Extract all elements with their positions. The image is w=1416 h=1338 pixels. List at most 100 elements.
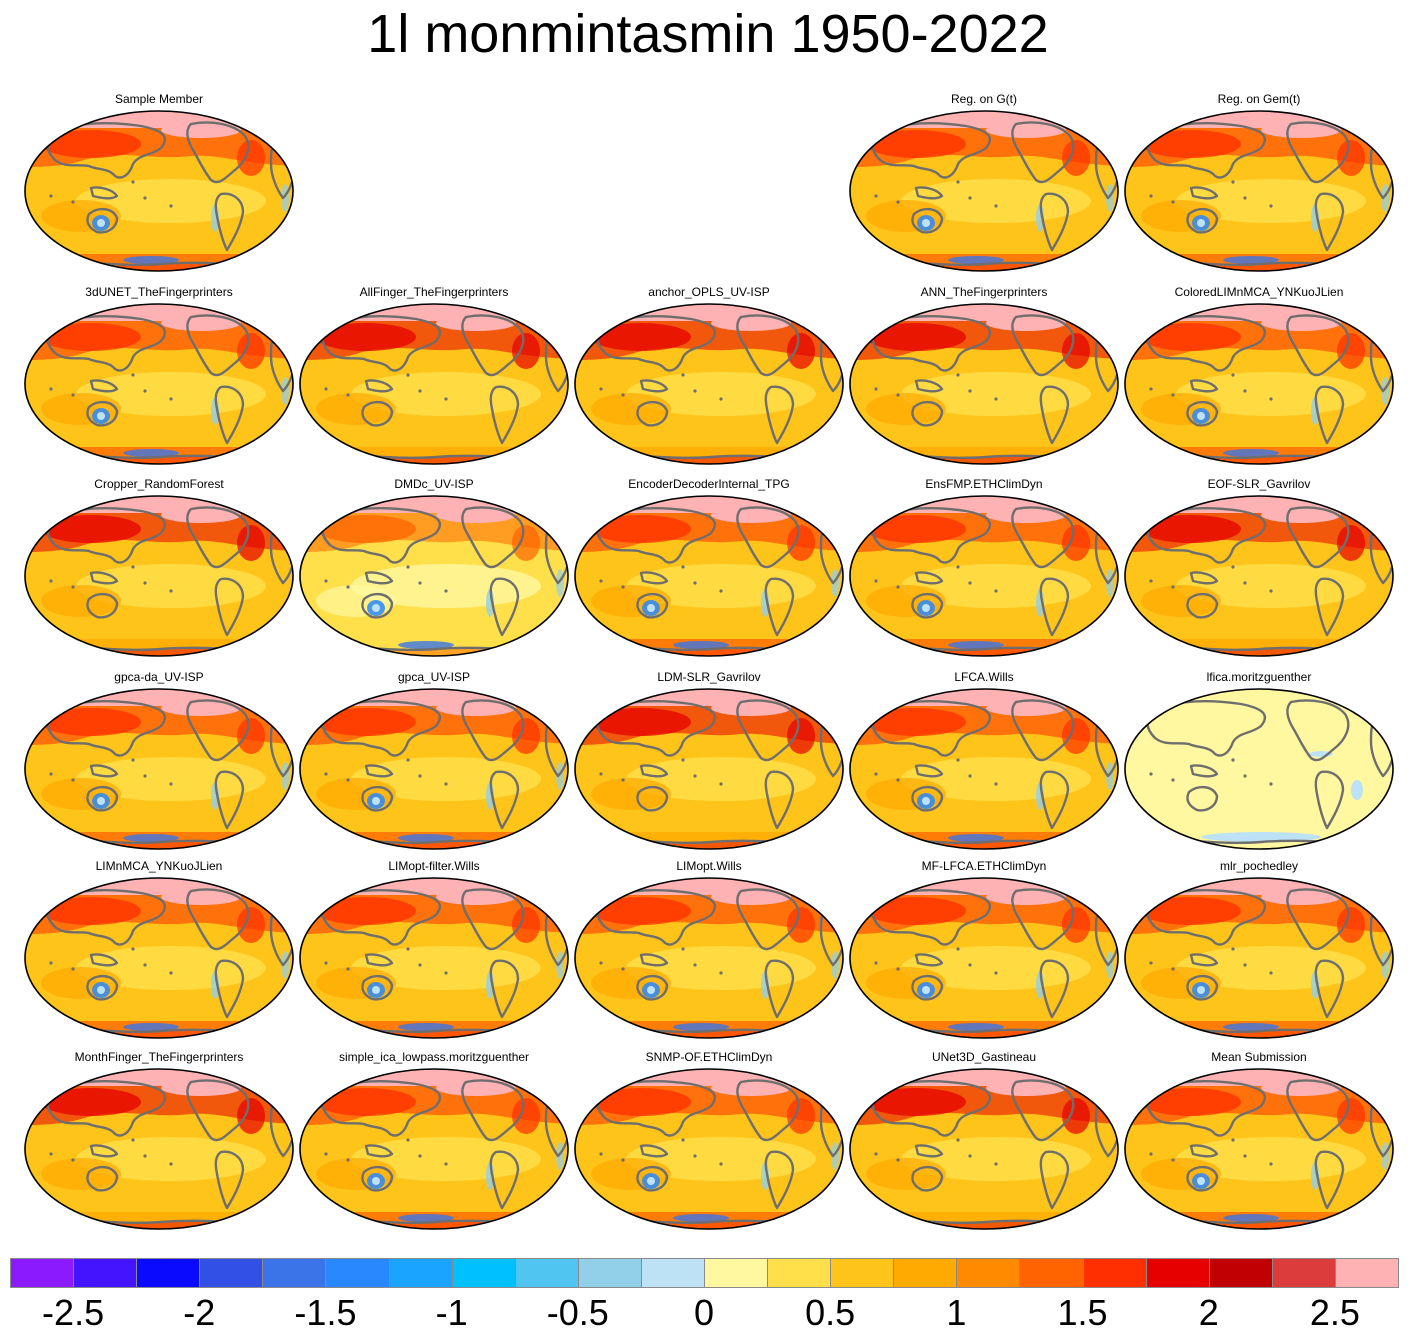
colorbar-cell (325, 1258, 390, 1288)
coastline (596, 889, 717, 946)
coastline (736, 506, 800, 569)
colorbar-cell (1019, 1258, 1084, 1288)
colorbar-tick-label: -2 (183, 1292, 216, 1333)
panel-title: ColoredLIMnMCA_YNKuoJLien (1174, 285, 1344, 299)
coastline (186, 699, 250, 762)
coastline (639, 953, 669, 967)
coastline (321, 507, 442, 564)
coastline (1011, 506, 1075, 569)
coastline (1286, 121, 1350, 184)
coastline (489, 770, 520, 830)
coastline (1286, 699, 1350, 762)
colorbar-cell (640, 1258, 705, 1288)
coastline (736, 699, 800, 762)
panel-title: LIMnMCA_YNKuoJLien (95, 859, 223, 873)
coastline (86, 592, 119, 619)
coastline (871, 122, 992, 179)
coastline (1314, 959, 1345, 1019)
coastline (1314, 577, 1345, 637)
map-frame (24, 110, 294, 272)
map-frame (299, 495, 569, 657)
colorbar-tick-label: 2.5 (1309, 1292, 1360, 1333)
coastline (89, 953, 119, 967)
coastline (1011, 888, 1075, 951)
coastline (871, 1080, 992, 1137)
panel-title: LIMopt-filter.Wills (388, 859, 480, 873)
panel-title: gpca-da_UV-ISP (114, 670, 204, 684)
coastline (914, 379, 944, 393)
map-panel: Cropper_RandomForest (21, 477, 297, 661)
coastline (636, 1165, 669, 1192)
coastline (86, 1165, 119, 1192)
coastline (214, 577, 245, 637)
map-image (574, 1068, 844, 1230)
map-image (24, 1068, 294, 1230)
coastline (46, 122, 167, 179)
colorbar-cell (514, 1258, 579, 1288)
map-panel: mlr_pochedley (1121, 859, 1397, 1043)
coastline (321, 315, 442, 372)
coastline (364, 953, 394, 967)
coastline (361, 974, 394, 1001)
coastline (489, 385, 520, 445)
coastline (46, 889, 167, 946)
coastline (596, 1080, 717, 1137)
coastline (1189, 571, 1219, 585)
colorbar-tick-label: -2.5 (42, 1292, 105, 1333)
coastline (89, 186, 119, 200)
coastline (639, 764, 669, 778)
panel-title: LDM-SLR_Gavrilov (657, 670, 761, 684)
coastline (361, 785, 394, 812)
coastline (636, 785, 669, 812)
panel-title: SNMP-OF.ETHClimDyn (645, 1050, 773, 1064)
map-frame (849, 303, 1119, 465)
map-panel: Sample Member (21, 92, 297, 276)
coastline (186, 121, 250, 184)
coastline (461, 1079, 525, 1142)
map-panel: gpca-da_UV-ISP (21, 670, 297, 854)
coastline (86, 207, 119, 234)
coastline (364, 1144, 394, 1158)
map-panel: simple_ica_lowpass.moritzguenther (296, 1050, 572, 1234)
map-image (299, 877, 569, 1039)
coastline (186, 888, 250, 951)
coastline (46, 1080, 167, 1137)
coastline (1146, 700, 1267, 757)
coastline (361, 400, 394, 427)
colorbar-cell (1208, 1258, 1273, 1288)
coastline (736, 314, 800, 377)
coastline (186, 1079, 250, 1142)
coastline (764, 959, 795, 1019)
coastline (596, 315, 717, 372)
panel-title: MF-LFCA.ETHClimDyn (921, 859, 1047, 873)
colorbar-cell (767, 1258, 832, 1288)
map-panel: UNet3D_Gastineau (846, 1050, 1122, 1234)
coastline (639, 571, 669, 585)
coastline (214, 770, 245, 830)
coastline (914, 1144, 944, 1158)
map-image (849, 688, 1119, 850)
map-panel: EncoderDecoderInternal_TPG (571, 477, 847, 661)
coastline (364, 764, 394, 778)
colorbar-tick-label: 0 (693, 1292, 715, 1333)
figure-title: 1l monmintasmin 1950-2022 (367, 4, 1049, 64)
map-panel: LFCA.Wills (846, 670, 1122, 854)
colorbar-tick-label: 1.5 (1057, 1292, 1108, 1333)
coastline (1286, 888, 1350, 951)
map-panel: Reg. on G(t) (846, 92, 1122, 276)
coastline (1146, 507, 1267, 564)
map-frame (299, 688, 569, 850)
coastline (639, 1144, 669, 1158)
coastline (1286, 506, 1350, 569)
colorbar-tick-label: 1 (946, 1292, 967, 1333)
panel-title: Reg. on G(t) (950, 92, 1018, 106)
map-panel: Reg. on Gem(t) (1121, 92, 1397, 276)
coastline (764, 385, 795, 445)
map-image (24, 303, 294, 465)
map-frame (1124, 303, 1394, 465)
colorbar-cell (893, 1258, 958, 1288)
map-image (1124, 688, 1394, 850)
map-frame (849, 495, 1119, 657)
map-panel: 3dUNET_TheFingerprinters (21, 285, 297, 469)
panel-title: mlr_pochedley (1219, 859, 1299, 873)
